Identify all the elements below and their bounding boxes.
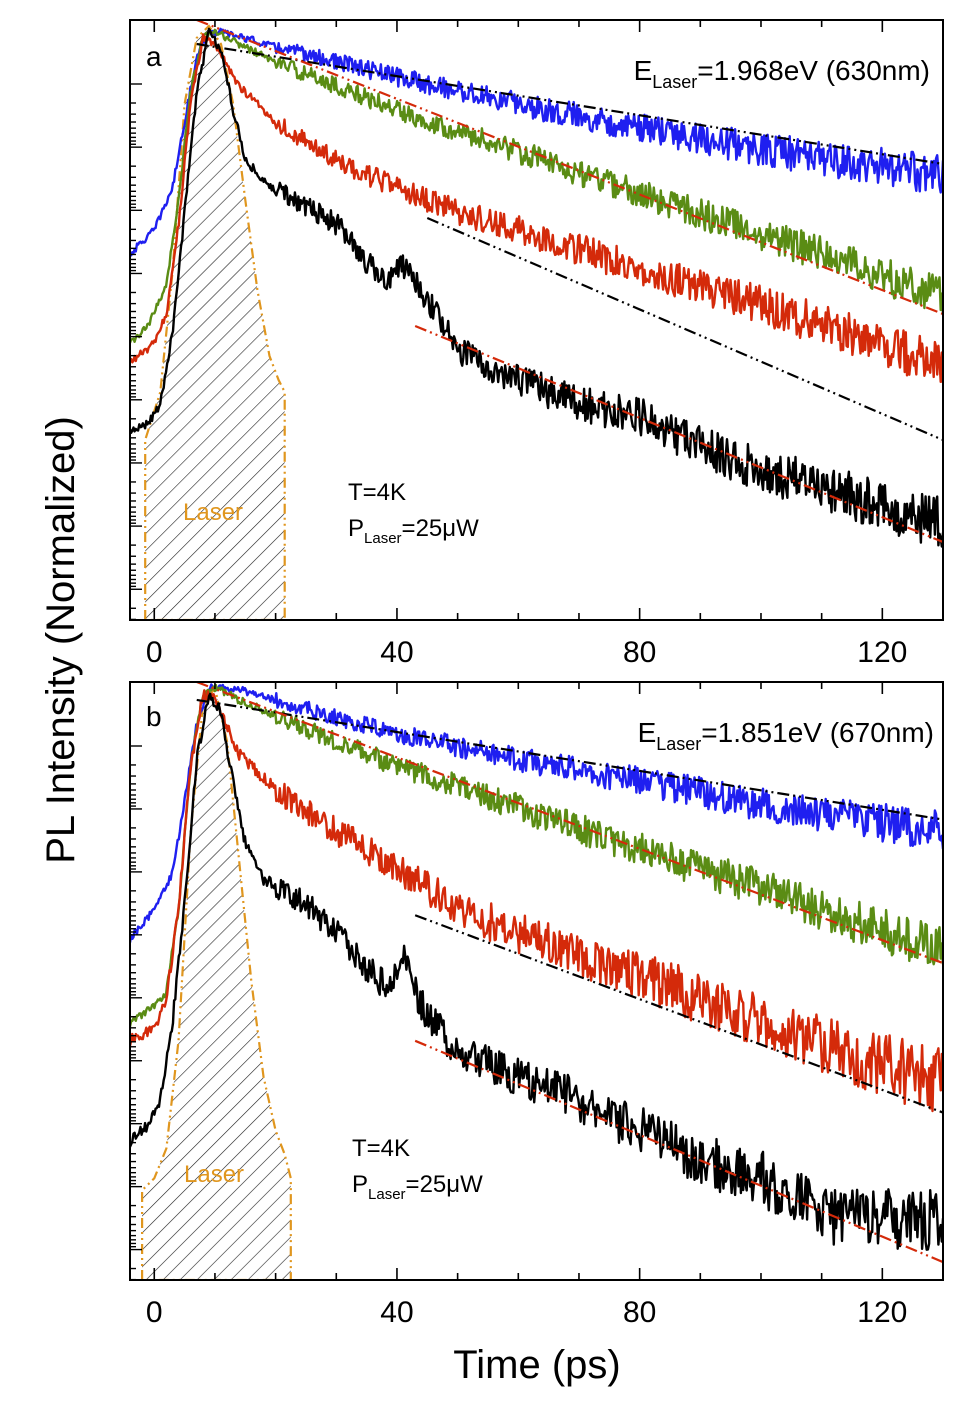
x-axis-label: Time (ps) [453,1343,620,1387]
x-tick-label-b-1: 40 [380,1296,413,1329]
fit-line-a-1 [196,20,943,316]
series-red-a [130,33,943,383]
panel-a-laser-label: Laser [183,499,243,526]
panel-b-laser-label: Laser [184,1161,244,1188]
fit-line-a-2 [426,216,943,442]
series-blue-b [130,683,943,943]
panel-a-power-label: PLaser=25μW [348,515,479,547]
fit-line-b-1 [196,682,943,965]
panel-a: 0 40 80 120 a ELaser=1.968eV (630nm) T=4K P… [129,19,944,669]
panel-a-temp-label: T=4K [348,479,406,506]
panel-a-letter: a [146,41,162,72]
panel-b-power-label: PLaser=25μW [352,1171,483,1203]
panel-b: 0 40 80 120 b ELaser=1.851eV (670nm) T=4K P… [129,681,944,1329]
x-tick-label-a-0: 0 [146,636,163,669]
fit-line-b-2 [414,914,943,1114]
fit-line-a-3 [414,324,943,544]
series-blue-a [130,27,943,257]
x-tick-label-a-3: 120 [857,636,907,669]
series-red-b [130,689,943,1113]
y-axis-label: PL Intensity (Normalized) [39,416,83,864]
x-tick-label-b-2: 80 [623,1296,656,1329]
laser-pulse-b [141,685,292,1280]
laser-pulse-a [144,24,286,620]
panel-a-frame [129,19,944,621]
x-tick-label-a-1: 40 [380,636,413,669]
series-green-a [130,28,943,344]
panel-b-frame [129,681,944,1281]
x-tick-label-b-0: 0 [146,1296,163,1329]
series-green-b [130,683,943,1027]
panel-b-letter: b [146,701,162,732]
x-tick-label-a-2: 80 [623,636,656,669]
x-tick-label-b-3: 120 [857,1296,907,1329]
panel-b-energy-label: ELaser=1.851eV (670nm) [638,717,934,754]
panel-a-energy-label: ELaser=1.968eV (630nm) [634,55,930,92]
panel-b-temp-label: T=4K [352,1135,410,1162]
fit-line-b-3 [414,1039,943,1264]
